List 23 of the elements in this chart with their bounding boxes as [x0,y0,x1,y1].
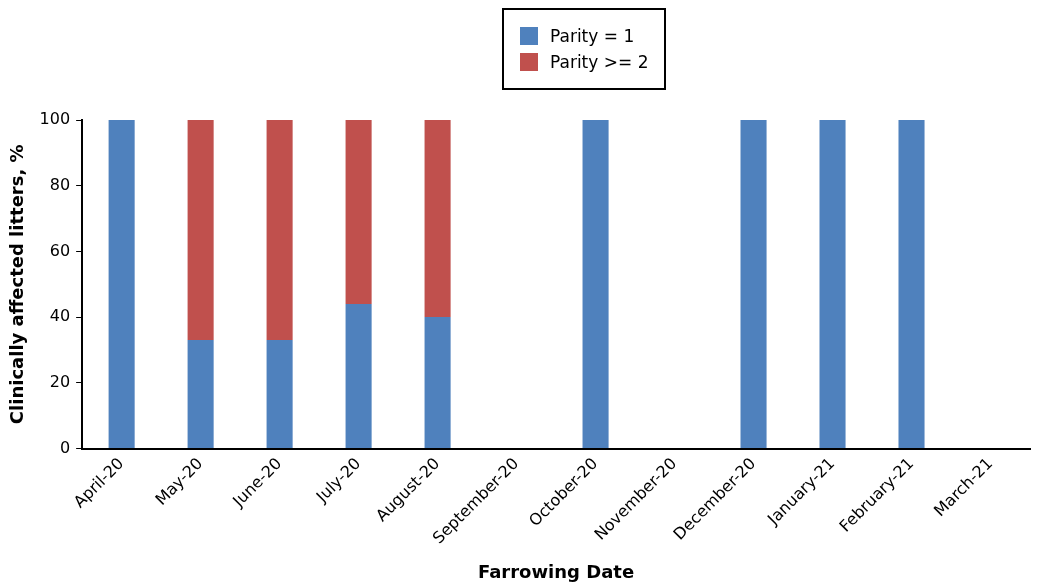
y-tick-label: 40 [49,306,71,326]
bar [582,120,609,449]
y-axis-title: Clinically affected litters, % [6,144,28,425]
bar [345,303,372,449]
bar [819,120,846,449]
bar [187,120,214,341]
bar [187,340,214,449]
y-tick-label: 80 [49,174,71,194]
legend-label: Parity = 1 [550,26,635,46]
legend-label: Parity >= 2 [550,52,649,72]
y-tick-label: 100 [39,109,71,129]
bar [266,340,293,449]
bar [424,317,451,449]
x-axis-title: Farrowing Date [477,560,635,582]
bar [266,120,293,341]
bar [898,120,925,449]
y-tick-label: 0 [59,437,71,457]
bar [345,120,372,304]
y-tick-label: 60 [49,240,71,260]
y-tick-label: 20 [49,371,71,391]
bar [740,120,767,449]
bar [108,120,135,449]
bar [424,120,451,318]
